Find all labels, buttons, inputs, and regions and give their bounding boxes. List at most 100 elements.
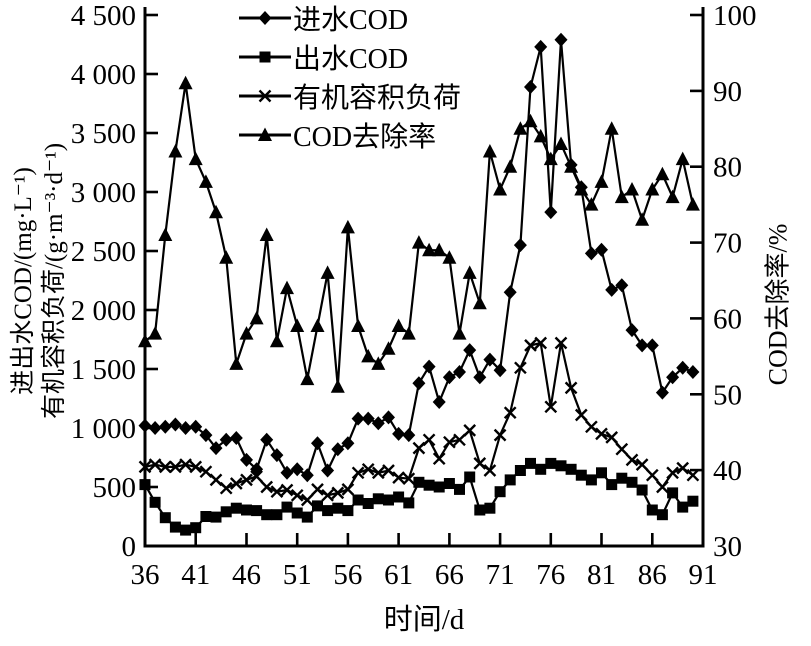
triangle-marker (625, 182, 639, 196)
diamond-marker (524, 80, 537, 94)
triangle-marker (219, 250, 234, 264)
y-axis-label-left: 进出水COD/(mg·L⁻¹) 有机容积负荷/(g·m⁻³·d⁻¹) (8, 11, 70, 551)
x-marker (240, 473, 253, 487)
diamond-marker (392, 426, 406, 441)
triangle-marker (574, 182, 589, 196)
square-marker (200, 511, 212, 522)
square-marker (555, 460, 567, 472)
y-right-tick-label: 50 (713, 379, 742, 411)
y-right-tick-label: 70 (713, 228, 742, 260)
triangle-marker (452, 326, 467, 340)
triangle-marker (330, 379, 345, 393)
diamond-marker (615, 278, 629, 293)
square-marker (251, 505, 263, 517)
triangle-marker (310, 318, 325, 332)
square-marker (190, 522, 202, 534)
series-cod-removal-rate (138, 75, 700, 393)
triangle-marker (300, 371, 315, 386)
diamond-marker (666, 370, 680, 385)
chart-legend: 进水COD 出水COD 有机容积负荷 COD去除率 (238, 0, 461, 154)
square-marker (433, 481, 445, 493)
square-marker (362, 498, 374, 509)
triangle-marker (290, 318, 305, 332)
x-marker (260, 480, 274, 494)
square-marker (413, 476, 425, 488)
x-tick-label: 71 (486, 559, 515, 591)
x-marker (219, 481, 233, 495)
square-marker (484, 502, 496, 514)
triangle-marker (351, 318, 366, 332)
diamond-marker (219, 432, 233, 447)
triangle-marker (472, 295, 487, 310)
diamond-marker (422, 359, 436, 374)
x-marker (534, 336, 548, 350)
diamond-marker (513, 238, 527, 253)
x-marker (595, 427, 608, 441)
x-tick-label: 91 (689, 559, 718, 591)
y-left-tick-label: 2 000 (71, 295, 136, 327)
diamond-marker (554, 32, 568, 47)
legend-marker-triangle (239, 127, 291, 141)
diamond-marker (493, 363, 507, 378)
x-marker (300, 493, 314, 507)
triangle-marker (381, 341, 396, 355)
square-marker (667, 487, 679, 499)
triangle-marker (239, 326, 254, 340)
square-marker (646, 504, 658, 516)
diamond-marker (463, 343, 477, 358)
x-axis-label: 时间/d (383, 604, 465, 636)
series-effluent-cod (139, 457, 699, 536)
y-left-tick-label: 4 500 (71, 0, 136, 32)
diamond-marker (473, 370, 487, 385)
triangle-marker (604, 121, 619, 135)
diamond-marker (635, 338, 649, 353)
y-right-tick-label: 80 (713, 152, 742, 184)
x-tick-label: 86 (638, 559, 667, 591)
x-tick-label: 81 (587, 559, 616, 591)
square-marker (535, 463, 547, 475)
diamond-marker (625, 323, 639, 338)
square-marker (342, 505, 354, 517)
triangle-marker (361, 348, 376, 363)
triangle-marker (665, 189, 680, 204)
y-axis-label-left-line2: 有机容积负荷/(g·m⁻³·d⁻¹) (41, 142, 68, 420)
triangle-marker (178, 75, 193, 90)
diamond-marker (584, 246, 598, 261)
series-influent-cod (138, 32, 700, 483)
square-marker (403, 497, 415, 509)
diamond-marker (361, 411, 375, 426)
square-marker (677, 501, 689, 513)
diamond-marker (280, 465, 294, 480)
legend-label: COD去除率 (293, 121, 437, 153)
triangle-marker (493, 182, 508, 196)
diamond-marker (189, 419, 203, 434)
x-tick-label: 66 (435, 559, 464, 591)
square-marker (474, 504, 486, 516)
square-marker (312, 500, 323, 512)
x-marker (554, 336, 568, 350)
legend-item-influent-cod: 进水COD (238, 0, 461, 37)
y-axis-label-right: COD去除率/% (763, 223, 793, 386)
diamond-marker (260, 432, 274, 447)
legend-marker-diamond (239, 10, 291, 25)
x-marker (138, 460, 152, 474)
square-marker (291, 507, 303, 519)
square-marker (565, 463, 577, 475)
x-marker (321, 488, 334, 502)
square-marker (383, 494, 394, 506)
diamond-marker (311, 436, 324, 451)
x-marker (645, 468, 659, 482)
triangle-marker (655, 166, 670, 181)
legend-label: 出水COD (293, 43, 409, 75)
x-marker (361, 462, 375, 476)
square-marker (210, 511, 222, 523)
legend-item-effluent-cod: 出水COD (238, 37, 461, 76)
triangle-marker (442, 250, 457, 264)
square-marker (616, 472, 628, 484)
diamond-marker (483, 352, 497, 367)
x-marker (656, 480, 669, 494)
diamond-marker (240, 452, 253, 467)
triangle-marker (482, 144, 497, 158)
square-marker (281, 501, 293, 513)
square-marker (220, 506, 232, 518)
